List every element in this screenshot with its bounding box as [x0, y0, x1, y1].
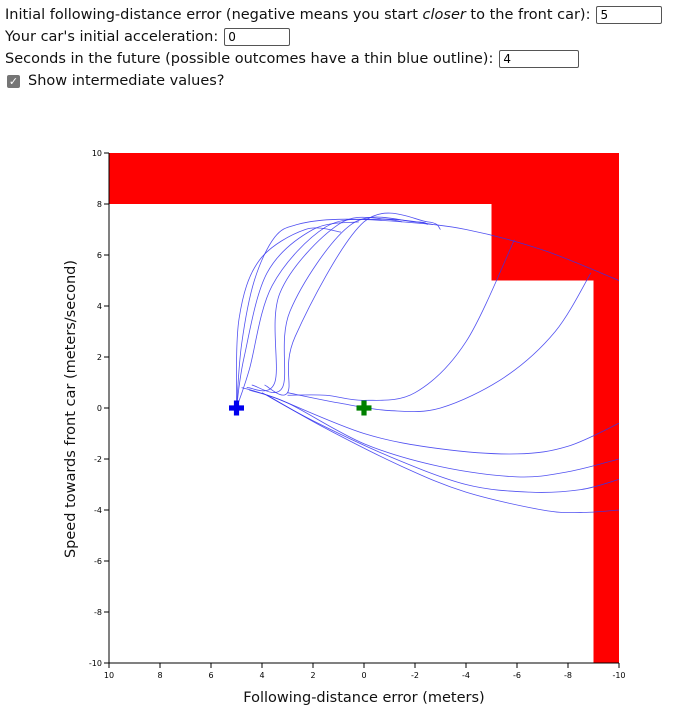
- y-axis-title: Speed towards front car (meters/second): [63, 260, 79, 558]
- y-tick-label: -8: [94, 608, 102, 617]
- x-tick: -6: [513, 663, 521, 680]
- x-tick: 2: [310, 663, 316, 680]
- forbidden-regions: [109, 153, 619, 663]
- x-tick-label: -4: [462, 671, 470, 680]
- initial-acceleration-input[interactable]: [224, 28, 291, 46]
- x-tick-label: 8: [157, 671, 162, 680]
- y-tick: 4: [97, 302, 109, 311]
- y-tick: 0: [97, 404, 109, 413]
- outcome-curve-0: [236, 218, 620, 409]
- x-tick: 10: [104, 663, 114, 680]
- outcome-curves: [236, 212, 620, 514]
- x-tick-label: 10: [104, 671, 114, 680]
- outcome-curve-3: [236, 218, 403, 409]
- x-tick-label: -10: [612, 671, 625, 680]
- markers: [229, 400, 372, 416]
- y-tick-label: 10: [92, 149, 102, 158]
- y-tick: 6: [97, 251, 109, 260]
- outcome-curve-7: [287, 239, 515, 401]
- target-marker-plus: [356, 400, 372, 416]
- x-axis-title: Following-distance error (meters): [243, 690, 484, 706]
- y-tick-label: 2: [97, 353, 102, 362]
- x-tick: -10: [612, 663, 626, 680]
- outcome-curve-10: [249, 389, 620, 478]
- x-tick: 6: [208, 663, 214, 680]
- x-tick: -8: [564, 663, 572, 680]
- y-tick: -10: [89, 659, 109, 668]
- controls-panel: Initial following-distance error (negati…: [5, 4, 663, 92]
- seconds-label: Seconds in the future (possible outcomes…: [5, 51, 494, 67]
- y-tick: 8: [97, 200, 109, 209]
- x-tick-label: -8: [564, 671, 572, 680]
- x-tick: 0: [361, 663, 367, 680]
- seconds-row: Seconds in the future (possible outcomes…: [5, 48, 662, 70]
- outcome-curve-5: [251, 216, 428, 393]
- outcome-curve-12: [266, 394, 620, 514]
- x-tick-label: 6: [208, 671, 213, 680]
- y-tick: -2: [94, 455, 109, 464]
- outcome-curve-2: [236, 221, 359, 409]
- y-tick-label: 4: [97, 302, 102, 311]
- y-tick: -8: [94, 608, 109, 617]
- show-intermediate-label: Show intermediate values?: [28, 73, 225, 89]
- x-tick: -4: [462, 663, 470, 680]
- show-intermediate-row[interactable]: ✓ Show intermediate values?: [5, 70, 662, 92]
- outcome-curve-8: [287, 272, 592, 413]
- initial-error-input[interactable]: [596, 6, 663, 24]
- forbidden-region-2: [593, 153, 619, 663]
- accel-row: Your car's initial acceleration:: [5, 26, 662, 48]
- y-tick-label: -2: [94, 455, 102, 464]
- y-tick-label: -6: [94, 557, 102, 566]
- y-tick: 10: [92, 149, 109, 158]
- error-row: Initial following-distance error (negati…: [5, 4, 663, 26]
- x-tick-label: 4: [259, 671, 264, 680]
- error-label: Initial following-distance error (negati…: [5, 7, 591, 23]
- x-tick-label: -2: [411, 671, 419, 680]
- x-tick-label: -6: [513, 671, 521, 680]
- y-tick-label: 0: [97, 404, 102, 413]
- outcome-curve-11: [261, 392, 620, 493]
- outcome-curve-6: [264, 212, 441, 396]
- x-tick-label: 0: [361, 671, 366, 680]
- y-tick: -4: [94, 506, 109, 515]
- outcome-curve-9: [241, 387, 620, 455]
- y-tick-label: 6: [97, 251, 102, 260]
- x-tick: 4: [259, 663, 265, 680]
- show-intermediate-checkbox[interactable]: ✓: [7, 74, 20, 88]
- seconds-input[interactable]: [499, 50, 580, 68]
- y-tick-label: 8: [97, 200, 102, 209]
- accel-label: Your car's initial acceleration:: [5, 29, 219, 45]
- y-tick-label: -10: [89, 659, 102, 668]
- y-tick: -6: [94, 557, 109, 566]
- y-tick: 2: [97, 353, 109, 362]
- start-marker-plus: [229, 400, 244, 416]
- outcome-curve-4: [246, 216, 433, 392]
- y-tick-label: -4: [94, 506, 102, 515]
- x-tick-label: 2: [310, 671, 315, 680]
- x-tick: -2: [411, 663, 419, 680]
- x-tick: 8: [157, 663, 163, 680]
